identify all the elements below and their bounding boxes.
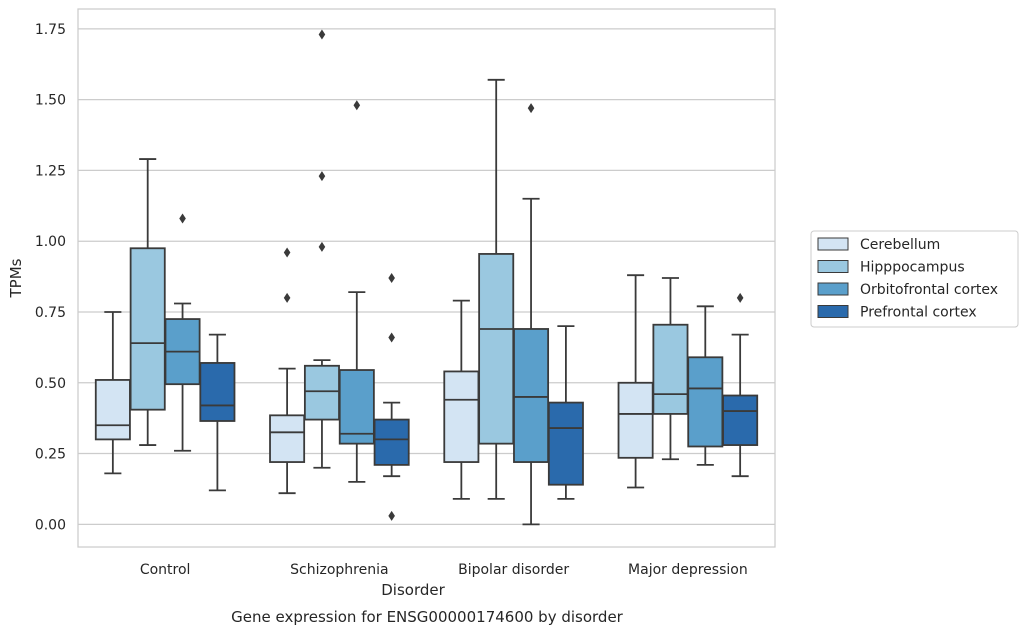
box-plot: [547, 325, 584, 500]
box-plot: [303, 29, 340, 469]
y-tick-label: 1.75: [35, 22, 66, 38]
box-plots: [94, 29, 759, 526]
box-plot: [617, 274, 654, 489]
legend-label: Prefrontal cortex: [860, 305, 977, 321]
box-body: [269, 414, 306, 463]
outlier-point: [318, 29, 326, 40]
y-tick-label: 0.75: [35, 305, 66, 321]
x-tick-label: Bipolar disorder: [458, 562, 569, 578]
box-plot: [199, 333, 236, 492]
outlier-point: [283, 247, 291, 258]
outlier-point: [388, 332, 395, 343]
box-plot: [478, 78, 515, 500]
y-axis-label: TPMs: [7, 258, 25, 298]
y-tick-label: 1.50: [35, 93, 66, 109]
outlier-point: [179, 213, 186, 224]
box-plot: [443, 299, 480, 500]
outlier-point: [318, 241, 326, 252]
box-body: [303, 364, 340, 421]
outlier-point: [318, 171, 326, 182]
outlier-point: [388, 510, 395, 521]
x-axis-label: Disorder: [381, 581, 445, 599]
legend-label: Hipppocampus: [860, 260, 965, 276]
outlier-point: [388, 273, 395, 283]
legend-swatch: [817, 260, 849, 273]
outlier-point: [353, 100, 361, 111]
box-body: [443, 370, 480, 463]
box-body: [617, 381, 654, 459]
legend-frame: [810, 230, 1019, 328]
outlier-point: [736, 292, 744, 303]
box-plot: [513, 103, 550, 526]
plot-frame: [77, 8, 776, 548]
box-body: [722, 394, 759, 446]
box-plot: [338, 100, 375, 483]
box-body: [373, 418, 410, 466]
box-body: [338, 369, 375, 445]
outlier-point: [283, 292, 291, 303]
legend-swatch: [817, 282, 849, 296]
legend-label: Cerebellum: [860, 237, 940, 253]
outlier-point: [527, 103, 535, 114]
legend-swatch: [817, 305, 849, 318]
legend-label: Orbitofrontal cortex: [860, 282, 998, 298]
y-tick-label: 0.00: [35, 517, 66, 533]
box-plot: [373, 273, 410, 521]
box-body: [513, 328, 550, 463]
x-tick-label: Control: [140, 562, 191, 578]
box-body: [547, 401, 584, 486]
box-body: [687, 356, 724, 448]
box-body: [199, 362, 236, 422]
box-body: [94, 379, 131, 441]
box-plot: [164, 213, 201, 452]
y-tick-label: 0.25: [35, 447, 66, 463]
box-body: [129, 247, 166, 411]
box-plot: [722, 292, 759, 478]
legend-swatch: [817, 237, 849, 251]
x-tick-label: Major depression: [628, 562, 748, 578]
y-tick-label: 1.25: [35, 163, 66, 179]
box-plot: [94, 311, 131, 475]
y-tick-label: 1.00: [35, 234, 66, 250]
x-tick-labels: Control Schizophrenia Bipolar disorder Majo…: [140, 562, 748, 578]
y-tick-label: 0.50: [35, 376, 66, 392]
y-tick-labels: 0.00 0.25 0.50 0.75 1.00 1.25 1.50 1.75: [35, 22, 66, 534]
box-plot: [269, 247, 306, 495]
box-plot: [129, 158, 166, 446]
x-tick-label: Schizophrenia: [290, 562, 388, 578]
legend: Cerebellum Hipppocampus Orbitofrontal cort…: [810, 230, 1019, 328]
box-body: [478, 253, 515, 445]
box-body: [652, 323, 689, 415]
chart-caption: Gene expression for ENSG00000174600 by d…: [231, 608, 624, 626]
